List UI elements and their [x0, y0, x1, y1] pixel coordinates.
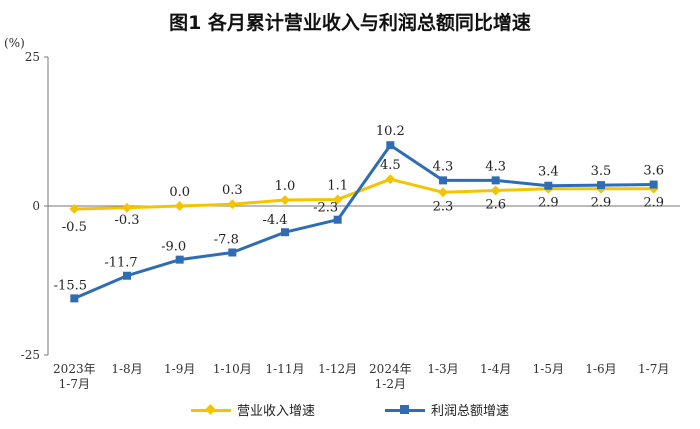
data-point-profit — [228, 248, 237, 257]
data-label-profit: -7.8 — [214, 232, 239, 247]
data-label-revenue: 0.3 — [222, 183, 243, 198]
x-tick-label: 1-9月 — [164, 362, 195, 376]
data-label-profit: -4.4 — [262, 213, 287, 228]
data-label-revenue: 2.9 — [591, 196, 612, 211]
y-unit-label: (%) — [4, 36, 25, 50]
legend-item-revenue: 营业收入增速 — [190, 400, 315, 419]
x-tick-label: 1-8月 — [111, 362, 142, 376]
x-tick-label: 1-7月 — [638, 362, 669, 376]
data-point-revenue — [385, 174, 396, 185]
data-point-revenue — [332, 194, 343, 205]
data-point-revenue — [69, 204, 80, 214]
series-line-revenue — [74, 177, 654, 211]
x-tick-label: 1-6月 — [585, 362, 616, 376]
data-point-revenue — [174, 201, 185, 211]
data-label-profit: 4.3 — [485, 159, 506, 174]
x-tick-label: 2023年 1-7月 — [53, 362, 96, 391]
series-line-profit — [73, 143, 654, 300]
data-point-profit — [281, 228, 289, 237]
legend-label-revenue: 营业收入增速 — [236, 404, 315, 419]
x-tick-label: 1-11月 — [266, 362, 305, 376]
x-tick-label: 1-3月 — [427, 362, 458, 376]
data-label-profit: 3.4 — [538, 165, 559, 180]
data-label-profit: 3.5 — [591, 164, 612, 179]
data-label-revenue: 2.6 — [485, 198, 506, 213]
chart-legend: 营业收入增速 利润总额增速 — [0, 400, 700, 419]
x-tick-label: 1-4月 — [480, 362, 511, 376]
x-tick-label: 1-5月 — [533, 362, 564, 376]
x-tick-label: 1-12月 — [318, 362, 357, 376]
data-label-revenue: -0.5 — [62, 220, 87, 235]
data-point-revenue — [280, 195, 290, 205]
data-point-profit — [439, 176, 447, 185]
data-label-profit: -9.0 — [161, 240, 186, 255]
chart-title: 图1 各月累计营业收入与利润总额同比增速 — [169, 12, 531, 34]
data-label-revenue: 1.0 — [275, 179, 296, 194]
data-point-profit — [70, 294, 79, 303]
data-label-profit: 4.3 — [433, 159, 454, 174]
y-tick-label: 0 — [32, 199, 40, 213]
y-tick-label: 25 — [25, 50, 40, 64]
data-label-profit: 10.2 — [376, 124, 405, 139]
data-label-revenue: 2.9 — [643, 196, 664, 211]
data-point-profit — [491, 176, 500, 185]
x-tick-label: 1-10月 — [213, 362, 252, 376]
x-tick-label: 2024年 1-2月 — [369, 362, 412, 391]
data-point-profit — [544, 181, 553, 190]
data-point-profit — [123, 271, 131, 280]
data-label-revenue: 4.5 — [380, 158, 401, 173]
data-label-revenue: 2.9 — [538, 196, 559, 211]
data-point-revenue — [227, 199, 238, 210]
legend-item-profit: 利润总额增速 — [385, 400, 509, 419]
data-label-revenue: 0.0 — [169, 185, 190, 200]
data-point-revenue — [490, 185, 501, 196]
data-label-revenue: 2.3 — [433, 199, 454, 214]
data-label-profit: -15.5 — [54, 278, 87, 293]
data-point-profit — [386, 141, 395, 150]
data-label-revenue: 1.1 — [327, 178, 348, 193]
data-point-profit — [597, 181, 605, 190]
data-label-profit: 3.6 — [643, 164, 664, 179]
data-label-profit: -2.3 — [313, 201, 338, 216]
data-point-profit — [333, 215, 342, 224]
y-tick-label: -25 — [21, 348, 40, 362]
legend-swatch-profit — [385, 404, 425, 416]
data-label-revenue: -0.3 — [114, 213, 139, 228]
data-point-profit — [649, 180, 658, 189]
legend-label-profit: 利润总额增速 — [431, 404, 510, 419]
legend-swatch-revenue — [190, 403, 231, 416]
data-point-revenue — [438, 187, 448, 198]
data-point-revenue — [122, 202, 132, 213]
data-label-profit: -11.7 — [104, 256, 137, 271]
data-point-profit — [175, 255, 184, 264]
